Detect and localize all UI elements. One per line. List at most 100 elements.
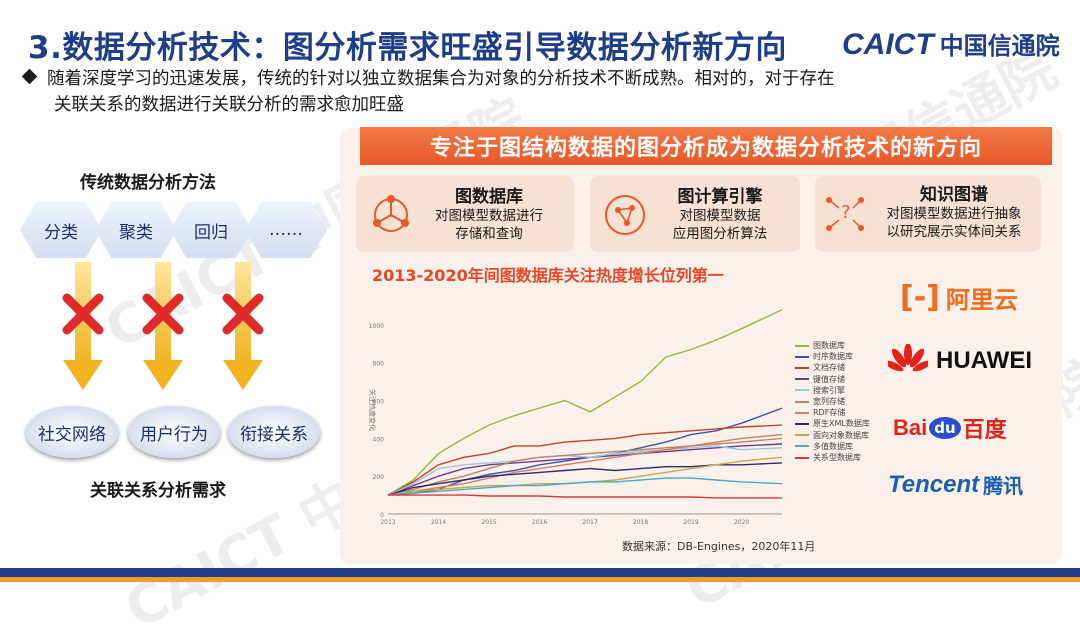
- baidu-paw-icon: du: [929, 417, 961, 439]
- legend-item: 文档存储: [795, 362, 870, 373]
- legend-label: RDF存储: [813, 408, 846, 418]
- legend-swatch: [795, 456, 809, 459]
- series-line: [387, 433, 783, 496]
- legend-swatch: [795, 355, 809, 358]
- graph-compute-icon: [605, 195, 645, 235]
- y-tick-label: 200: [373, 474, 385, 481]
- association-needs-title: 关联关系分析需求: [90, 481, 226, 501]
- method-etc: ……: [245, 202, 327, 258]
- legend-item: RDF存储: [795, 407, 870, 418]
- arrows-with-crosses: [62, 262, 264, 390]
- legend-swatch: [795, 434, 809, 437]
- legend-label: 面向对象数据库: [813, 430, 869, 440]
- legend-swatch: [795, 445, 809, 448]
- card-knowledge-graph: ? 知识图谱 对图模型数据进行抽象 以研究展示实体间关系: [815, 176, 1041, 252]
- page-title: 3.数据分析技术：图分析需求旺盛引导数据分析新方向: [28, 30, 787, 66]
- legend-label: 文档存储: [813, 363, 845, 373]
- card-desc: 存储和查询: [455, 226, 523, 242]
- network-cycle-icon: [373, 195, 409, 232]
- x-tick-label: 2018: [633, 519, 648, 526]
- chart-title: 2013-2020年间图数据库关注热度增长位列第一: [372, 266, 724, 285]
- card-graph-compute-engine: 图计算引擎 对图模型数据 应用图分析算法: [590, 176, 800, 252]
- card-desc: 对图模型数据: [679, 208, 761, 224]
- y-tick-label: 0: [380, 512, 384, 519]
- legend-swatch: [795, 344, 809, 347]
- card-desc: 以研究展示实体间关系: [886, 224, 1022, 240]
- huawei-logo: HUAWEI: [888, 344, 1032, 378]
- method-clustering: 聚类: [95, 202, 177, 258]
- series-line: [387, 407, 783, 496]
- legend-label: 关系型数据库: [813, 453, 861, 463]
- x-tick-label: 2019: [683, 519, 698, 526]
- legend-item: 键值存储: [795, 374, 870, 385]
- x-tick-label: 2020: [734, 519, 749, 526]
- legend-item: 时序数据库: [795, 351, 870, 362]
- card-graph-database: 图数据库 对图模型数据进行 存储和查询: [356, 176, 574, 252]
- bullet-line2: 关联关系的数据进行关联分析的需求愈加旺盛: [54, 95, 404, 115]
- card-title: 图计算引擎: [677, 187, 763, 207]
- caict-logo: CAICT 中国信通院: [842, 26, 1060, 62]
- bullet-text: 随着深度学习的迅速发展，传统的针对以独立数据集合为对象的分析技术不断成熟。相对的…: [21, 66, 1064, 118]
- series-line: [387, 462, 783, 496]
- card-desc: 对图模型数据进行: [435, 208, 543, 224]
- data-source: 数据来源：DB-Engines，2020年11月: [622, 540, 816, 553]
- bullet-line1: 随着深度学习的迅速发展，传统的针对以独立数据集合为对象的分析技术不断成熟。相对的…: [47, 69, 835, 89]
- footer-bar: [0, 568, 1080, 577]
- method-classification: 分类: [20, 202, 102, 258]
- knowledge-graph-icon: ?: [826, 197, 864, 231]
- series-line: [388, 494, 782, 499]
- card-title: 图数据库: [455, 187, 523, 207]
- card-desc: 应用图分析算法: [672, 226, 768, 242]
- legend-item: 原生XML数据库: [795, 418, 870, 429]
- legend-item: 多值数据库: [795, 441, 870, 452]
- traditional-methods-title: 传统数据分析方法: [80, 173, 216, 193]
- legend-label: 原生XML数据库: [813, 419, 870, 429]
- series-line: [387, 445, 783, 496]
- legend-label: 多值数据库: [813, 441, 853, 451]
- aliyun-logo: [-] 阿里云: [900, 279, 1018, 315]
- legend-swatch: [795, 423, 809, 426]
- series-line: [387, 443, 783, 496]
- y-axis-label: 关注热度变化: [368, 389, 377, 431]
- chart-legend: 图数据库 时序数据库 文档存储 键值存储 搜索引擎宽列存储 RDF存储 原生XML数据库 面向…: [795, 340, 870, 463]
- aliyun-icon: [-]: [900, 279, 940, 315]
- need-user-behavior: 用户行为: [128, 406, 220, 458]
- svg-text:?: ?: [841, 202, 851, 223]
- tencent-logo: Tencent 腾讯: [888, 470, 1024, 499]
- legend-item: 搜索引擎: [795, 385, 870, 396]
- legend-label: 键值存储: [813, 374, 845, 384]
- x-tick-label: 2015: [481, 519, 496, 526]
- x-tick-label: 2016: [532, 519, 547, 526]
- y-tick-label: 800: [373, 361, 385, 368]
- diamond-bullet-icon: [21, 68, 38, 85]
- logo-en: CAICT: [842, 28, 934, 61]
- y-tick-label: 400: [373, 436, 385, 443]
- legend-swatch: [795, 378, 809, 381]
- card-title: 知识图谱: [920, 185, 988, 205]
- x-tick-label: 2013: [380, 519, 395, 526]
- series-line: [387, 424, 783, 496]
- cross-icon: [62, 293, 264, 335]
- legend-item: 图数据库: [795, 340, 870, 351]
- series-line: [387, 437, 783, 496]
- x-tick-label: 2017: [582, 519, 597, 526]
- legend-label: 搜索引擎: [813, 385, 845, 395]
- baidu-logo: Bai du 百度: [893, 415, 1007, 443]
- legend-item: 宽列存储: [795, 396, 870, 407]
- footer-accent-bar: [0, 577, 1080, 582]
- x-tick-label: 2014: [431, 519, 446, 526]
- legend-label: 时序数据库: [813, 352, 853, 362]
- y-tick-label: 600: [373, 399, 385, 406]
- need-social-network: 社交网络: [26, 406, 118, 458]
- legend-item: 面向对象数据库: [795, 430, 870, 441]
- logo-cn: 中国信通院: [939, 32, 1060, 60]
- huawei-petal-icon: [888, 344, 928, 372]
- series-line: [387, 477, 783, 496]
- series-line: [387, 309, 783, 496]
- legend-label: 宽列存储: [813, 397, 845, 407]
- method-regression: 回归: [170, 202, 252, 258]
- need-linkage: 衔接关系: [228, 406, 320, 458]
- panel-banner: 专注于图结构数据的图分析成为数据分析技术的新方向: [360, 127, 1052, 165]
- line-chart: 0 200 400 600 800 1000 2013 2014 2015 2016 2017 201…: [368, 309, 783, 526]
- y-tick-label: 1000: [369, 323, 384, 330]
